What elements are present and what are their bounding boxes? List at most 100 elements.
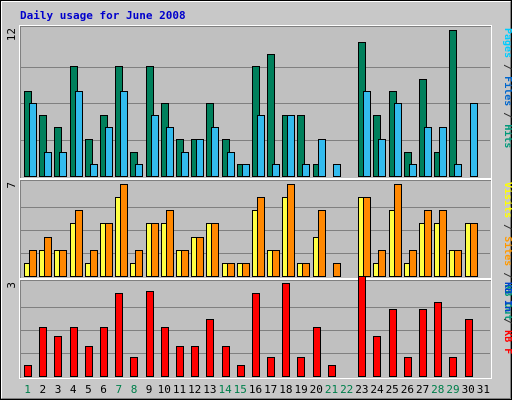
bar-kb-f-day-25 (389, 309, 397, 377)
bar-sites-day-17 (272, 250, 280, 277)
bar-pages-day-20 (318, 139, 326, 177)
chart-panel-2: 7 Visits / Sites / KB Out (5, 179, 512, 320)
bar-kb-f-day-15 (237, 365, 245, 377)
day-label-30: 30 (462, 383, 475, 396)
bar-kb-f-day-27 (419, 309, 427, 377)
bar-pages-day-25 (394, 103, 402, 177)
legend-part-3: Files (502, 76, 512, 106)
day-label-5: 5 (85, 383, 92, 396)
bar-sites-day-10 (166, 210, 174, 277)
bar-pages-day-11 (181, 152, 189, 177)
bar-kb-f-day-3 (54, 336, 62, 377)
legend-part-1: Visits (502, 182, 512, 218)
day-label-7: 7 (115, 383, 122, 396)
bar-sites-day-25 (394, 184, 402, 277)
bar-pages-day-21 (333, 164, 341, 177)
bar-sites-day-3 (59, 250, 67, 277)
legend-part-3: KB F (502, 330, 512, 354)
bar-kb-f-day-18 (282, 283, 290, 377)
bar-kb-f-day-8 (130, 357, 138, 377)
bar-sites-day-4 (75, 210, 83, 277)
day-label-12: 12 (188, 383, 201, 396)
bar-pages-day-12 (196, 139, 204, 177)
bar-pages-day-3 (59, 152, 67, 177)
day-label-26: 26 (401, 383, 414, 396)
bar-pages-day-23 (363, 91, 371, 177)
bar-pages-day-17 (272, 164, 280, 177)
day-label-24: 24 (370, 383, 384, 396)
day-label-22: 22 (340, 383, 353, 396)
legend-part-2: / (502, 58, 512, 76)
day-label-25: 25 (386, 383, 399, 396)
bar-kb-f-day-2 (39, 327, 47, 377)
bar-pages-day-18 (287, 115, 295, 177)
bar-sites-day-24 (378, 250, 386, 277)
bar-sites-day-14 (227, 263, 235, 277)
bar-kb-f-day-11 (176, 346, 184, 377)
bar-pages-day-9 (151, 115, 159, 177)
bar-sites-day-7 (120, 184, 128, 277)
bar-pages-day-13 (211, 127, 219, 177)
bar-pages-day-6 (105, 127, 113, 177)
bar-sites-day-15 (242, 263, 250, 277)
bar-kb-f-day-1 (24, 365, 32, 377)
legend-part-3: Sites (502, 236, 512, 266)
legend-part-2: / (502, 312, 512, 330)
series-legend-label: Visits / Sites / KB Out (502, 182, 512, 320)
day-label-3: 3 (55, 383, 62, 396)
bar-pages-day-24 (378, 139, 386, 177)
chart-panel-1: 12 Pages / Files / Hits (5, 25, 512, 179)
y-max-label: 7 (5, 182, 18, 189)
bar-kb-f-day-28 (434, 302, 442, 377)
legend-part-1: Pages (502, 28, 512, 58)
bar-kb-f-day-23 (358, 276, 366, 377)
day-label-8: 8 (131, 383, 138, 396)
day-label-2: 2 (39, 383, 46, 396)
bar-sites-day-5 (90, 250, 98, 277)
bar-sites-day-1 (29, 250, 37, 277)
day-label-14: 14 (218, 383, 232, 396)
day-label-27: 27 (416, 383, 429, 396)
day-label-1: 1 (24, 383, 31, 396)
bar-sites-day-9 (151, 223, 159, 277)
bar-pages-day-19 (302, 164, 310, 177)
bar-pages-day-30 (470, 103, 478, 177)
bar-sites-day-30 (470, 223, 478, 277)
bar-sites-day-2 (44, 237, 52, 277)
bar-sites-day-29 (454, 250, 462, 277)
day-label-31: 31 (477, 383, 490, 396)
y-max-label: 3 (5, 282, 18, 289)
bar-sites-day-8 (135, 250, 143, 277)
legend-part-5: Hits (502, 124, 512, 148)
day-label-10: 10 (158, 383, 171, 396)
legend-part-2: / (502, 218, 512, 236)
bar-kb-f-day-4 (70, 327, 78, 377)
day-label-23: 23 (355, 383, 368, 396)
bar-pages-day-16 (257, 115, 265, 177)
day-label-29: 29 (446, 383, 459, 396)
day-label-20: 20 (310, 383, 323, 396)
bar-pages-day-27 (424, 127, 432, 177)
bar-sites-day-28 (439, 210, 447, 277)
legend-part-4: / (502, 106, 512, 124)
legend-part-5: KB Out (502, 284, 512, 320)
chart-title: Daily usage for June 2008 (20, 9, 186, 22)
bar-pages-day-1 (29, 103, 37, 177)
bar-hits-day-17 (267, 54, 275, 177)
day-label-19: 19 (294, 383, 307, 396)
bar-kb-f-day-9 (146, 291, 154, 377)
bar-sites-day-27 (424, 210, 432, 277)
bar-kb-f-day-24 (373, 336, 381, 377)
bar-pages-day-8 (135, 164, 143, 177)
bar-hits-day-19 (297, 115, 305, 177)
bar-kb-f-day-5 (85, 346, 93, 377)
bar-kb-f-day-29 (449, 357, 457, 377)
day-label-28: 28 (431, 383, 444, 396)
day-label-16: 16 (249, 383, 262, 396)
bar-sites-day-18 (287, 184, 295, 277)
bar-kb-f-day-21 (328, 365, 336, 377)
bar-kb-f-day-12 (191, 346, 199, 377)
chart-panels: 12 Pages / Files / Hits 7 Visits / Sites / … (5, 25, 512, 379)
day-label-6: 6 (100, 383, 107, 396)
